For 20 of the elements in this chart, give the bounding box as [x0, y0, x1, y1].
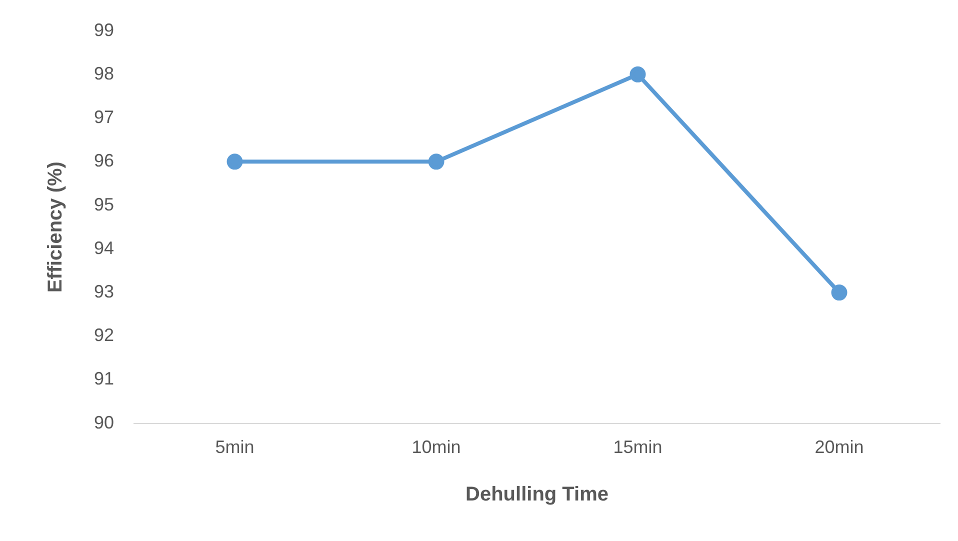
y-tick-label: 93	[94, 282, 114, 302]
x-tick-label: 20min	[814, 437, 864, 458]
x-tick-label: 5min	[215, 437, 254, 458]
y-tick-label: 90	[94, 412, 114, 432]
y-tick-label: 92	[94, 325, 114, 346]
point	[630, 66, 646, 82]
y-tick-label: 99	[94, 20, 114, 40]
y-tick-label: 94	[94, 238, 114, 258]
point	[428, 154, 444, 170]
x-tick-label: 15min	[613, 437, 662, 458]
x-tick-label: 10min	[412, 437, 461, 458]
y-tick-label: 91	[94, 368, 114, 389]
y-tick-label: 98	[94, 63, 114, 84]
y-tick-label: 96	[94, 150, 114, 171]
y-axis-title: Efficiency (%)	[44, 162, 67, 293]
point	[226, 154, 243, 170]
point	[831, 284, 848, 301]
y-tick-label: 97	[94, 107, 114, 128]
y-tick-label: 95	[94, 194, 114, 214]
x-axis-title: Dehulling Time	[466, 484, 609, 506]
